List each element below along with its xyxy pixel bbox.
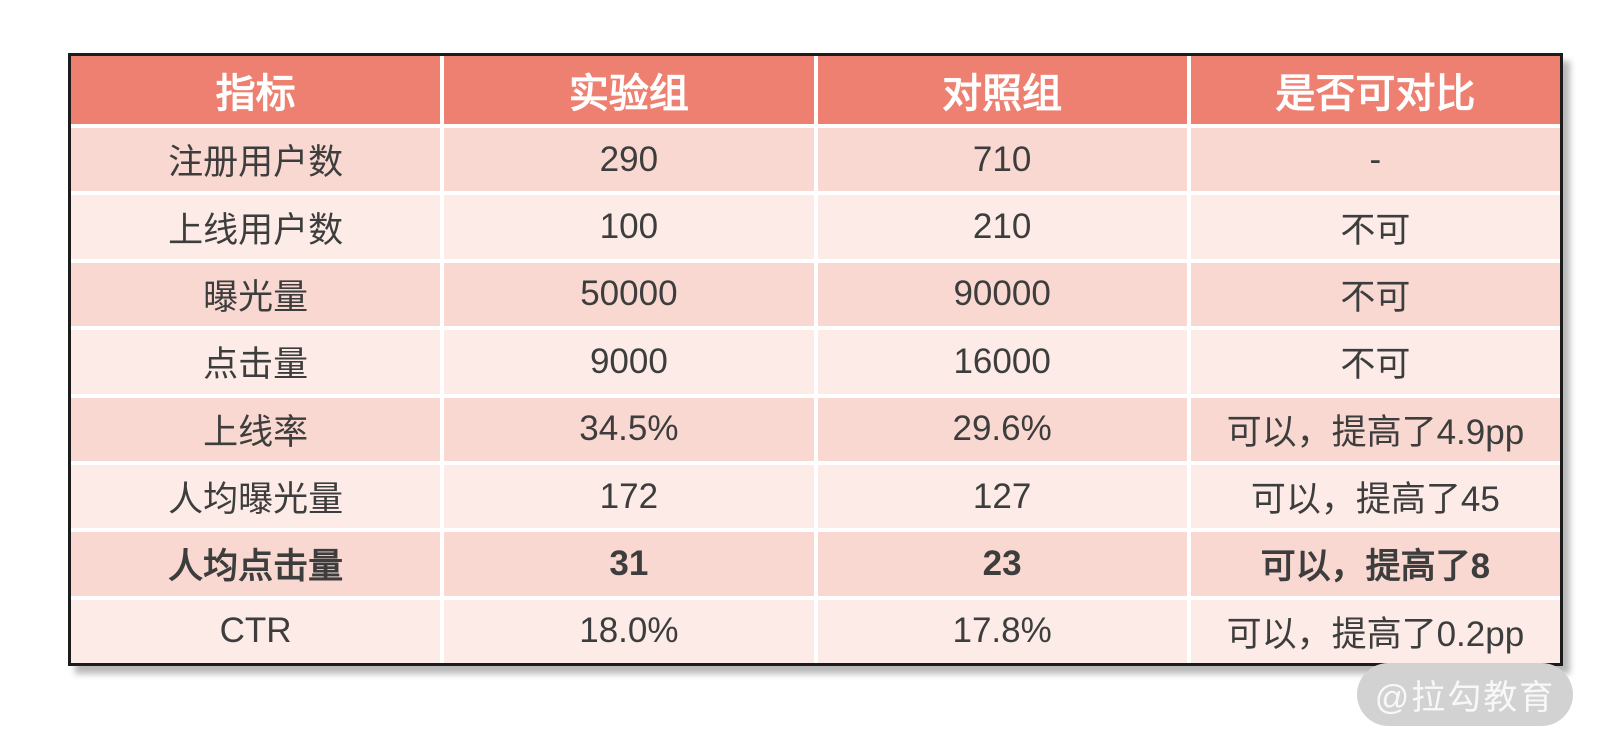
row-5-cell-metric: 人均曝光量 (71, 464, 441, 529)
header-cell-metric: 指标 (71, 56, 441, 124)
row-4-cell-comparable: 可以，提高了4.9pp (1190, 397, 1560, 461)
row-1-cell-metric: 上线用户数 (71, 195, 441, 259)
row-5-cell-experiment-group: 172 (444, 464, 814, 529)
header-cell-control-group: 对照组 (817, 56, 1187, 124)
row-3-cell-metric: 点击量 (71, 330, 441, 394)
row-4-cell-experiment-group: 34.5% (444, 397, 814, 461)
row-7-cell-control-group: 17.8% (817, 599, 1187, 663)
row-7-cell-metric: CTR (71, 599, 441, 663)
row-3-cell-comparable: 不可 (1190, 330, 1560, 394)
watermark-badge: @拉勾教育 (1357, 663, 1573, 726)
row-0-cell-comparable: - (1190, 128, 1560, 192)
row-0-cell-experiment-group: 290 (444, 128, 814, 192)
row-4-cell-metric: 上线率 (71, 397, 441, 461)
row-6-cell-experiment-group: 31 (444, 532, 814, 596)
row-2-cell-experiment-group: 50000 (444, 262, 814, 327)
header-cell-experiment-group: 实验组 (444, 56, 814, 124)
header-cell-comparable: 是否可对比 (1190, 56, 1560, 124)
row-2-cell-control-group: 90000 (817, 262, 1187, 327)
row-4-cell-control-group: 29.6% (817, 397, 1187, 461)
row-0-cell-metric: 注册用户数 (71, 128, 441, 192)
row-5-cell-comparable: 可以，提高了45 (1190, 464, 1560, 529)
row-6-cell-metric: 人均点击量 (71, 532, 441, 596)
row-6-cell-comparable: 可以，提高了8 (1190, 532, 1560, 596)
row-1-cell-control-group: 210 (817, 195, 1187, 259)
row-7-cell-experiment-group: 18.0% (444, 599, 814, 663)
metrics-table: 指标 实验组 对照组 是否可对比 注册用户数 290 710- 上线用户数 100 210 不可 曝光… (68, 53, 1563, 666)
row-5-cell-control-group: 127 (817, 464, 1187, 529)
row-0-cell-control-group: 710 (817, 128, 1187, 192)
row-3-cell-experiment-group: 9000 (444, 330, 814, 394)
row-1-cell-comparable: 不可 (1190, 195, 1560, 259)
row-7-cell-comparable: 可以，提高了0.2pp (1190, 599, 1560, 663)
row-1-cell-experiment-group: 100 (444, 195, 814, 259)
row-3-cell-control-group: 16000 (817, 330, 1187, 394)
row-6-cell-control-group: 23 (817, 532, 1187, 596)
row-2-cell-metric: 曝光量 (71, 262, 441, 327)
row-2-cell-comparable: 不可 (1190, 262, 1560, 327)
metrics-table-grid: 指标 实验组 对照组 是否可对比 注册用户数 290 710- 上线用户数 100 210 不可 曝光… (71, 56, 1560, 663)
watermark-text: @拉勾教育 (1374, 679, 1556, 717)
